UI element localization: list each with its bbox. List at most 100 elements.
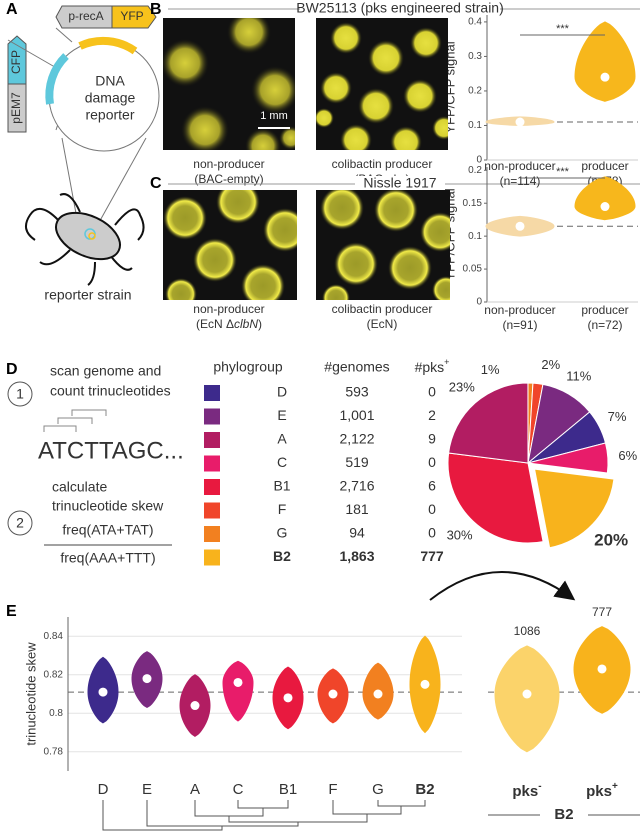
y-tick-label: 0 (476, 155, 482, 166)
plasmid-gene (78, 36, 138, 55)
pie-label: 20% (594, 530, 628, 549)
table-cell: D (277, 384, 287, 400)
colony (322, 284, 350, 300)
median-dot (522, 689, 532, 699)
y-tick-label: 0.8 (49, 708, 63, 719)
table-cell: B2 (273, 548, 291, 564)
step-text: trinucleotide skew (52, 498, 164, 514)
panel-letter: C (150, 175, 162, 192)
median-dot (190, 701, 200, 711)
colony (388, 246, 432, 290)
dendrogram (102, 800, 426, 831)
plasmid-gene (45, 53, 69, 105)
significance: *** (556, 166, 570, 178)
table-cell: 0 (428, 501, 436, 517)
table-cell: 0 (428, 454, 436, 470)
x-tick-label: D (98, 781, 109, 798)
colony (410, 27, 442, 59)
pie-label: 2% (541, 357, 560, 372)
y-tick-label: 0.4 (468, 17, 482, 28)
swatch (204, 526, 220, 542)
promoter-box (7, 83, 27, 133)
count-label: (n=72) (587, 318, 622, 332)
colony (163, 196, 207, 240)
colony (263, 208, 297, 252)
colony (193, 238, 237, 282)
table-cell: 181 (345, 501, 369, 517)
micrograph (163, 190, 297, 300)
panel-title: BW25113 (pks engineered strain) (296, 0, 504, 16)
caption: reporter strain (44, 287, 131, 303)
gene-box (111, 5, 157, 29)
pie-slice (448, 382, 529, 464)
significance: *** (556, 23, 570, 35)
table-cell: 2,716 (339, 478, 374, 494)
colony (403, 79, 437, 113)
colony (432, 276, 450, 300)
swatch (204, 549, 220, 566)
x-tick-label: B1 (279, 781, 297, 798)
colonies (320, 190, 450, 300)
table-cell: 2,122 (339, 431, 374, 447)
table-cell: C (277, 454, 287, 470)
colony (165, 278, 197, 300)
group-label: B2 (554, 806, 573, 823)
pie-slice (447, 452, 544, 544)
fraction-denominator: freq(AAA+TTT) (60, 550, 155, 566)
title-bg (355, 176, 445, 192)
median-dot (600, 202, 610, 212)
superscript: - (538, 781, 541, 792)
colony (163, 39, 209, 87)
table-cell: 593 (345, 384, 369, 400)
x-tick-label: E (142, 781, 152, 798)
table-header: #genomes (324, 359, 389, 375)
swatch (204, 455, 220, 472)
x-tick-label: non-producer (484, 303, 555, 317)
y-tick-label: 0.78 (44, 746, 64, 757)
panel-letter: D (6, 361, 18, 378)
colony (390, 126, 422, 150)
gene-label: YFP (120, 9, 143, 23)
median-dot (328, 689, 338, 699)
panel-letter: A (6, 1, 18, 18)
colony (181, 106, 229, 150)
x-tick-label: G (372, 781, 384, 798)
median-dot (233, 677, 243, 687)
table-cell: 94 (349, 525, 365, 541)
table-cell: 777 (420, 548, 444, 564)
median-dot (515, 221, 525, 231)
table-cell: B1 (273, 478, 290, 494)
micrograph (163, 18, 295, 150)
colonies (163, 190, 297, 300)
y-tick-label: 0.82 (44, 669, 64, 680)
pie-label: 1% (481, 362, 500, 377)
x-tick-label: B2 (415, 781, 434, 798)
colony (334, 242, 378, 286)
table-header: phylogroup (213, 359, 282, 375)
sequence: ATCTTAGC... (38, 437, 184, 464)
y-tick-label: 0.05 (463, 264, 483, 275)
promoter-box (55, 5, 113, 29)
bacterium (25, 193, 145, 286)
table-cell: 1,863 (339, 548, 374, 564)
table-cell: 1,001 (339, 407, 374, 423)
fraction-numerator: freq(ATA+TAT) (62, 522, 153, 538)
x-tick-label: non-producer (484, 159, 555, 173)
image-label: (EcN ΔclbN) (196, 317, 262, 331)
category: pks (512, 783, 538, 800)
violin (574, 21, 636, 102)
table-header: #pks+ (415, 357, 450, 374)
gene-label: pEM7 (9, 92, 23, 124)
pie-label: 23% (449, 379, 475, 394)
pie-slice (533, 468, 615, 549)
y-tick-label: 0 (476, 297, 482, 308)
step-text: count trinucleotides (50, 383, 171, 399)
table-cell: 6 (428, 478, 436, 494)
colony (241, 264, 285, 300)
table-cell: E (277, 407, 286, 423)
colony (358, 88, 394, 124)
table: D 593 0 E 1,001 2 A 2,122 9 C 519 0 B1 2,716 6 F 181 0 G 94… (204, 384, 444, 566)
x-tick-label: producer (581, 303, 628, 317)
x-tick-label: F (328, 781, 337, 798)
step-number: 1 (16, 386, 24, 402)
